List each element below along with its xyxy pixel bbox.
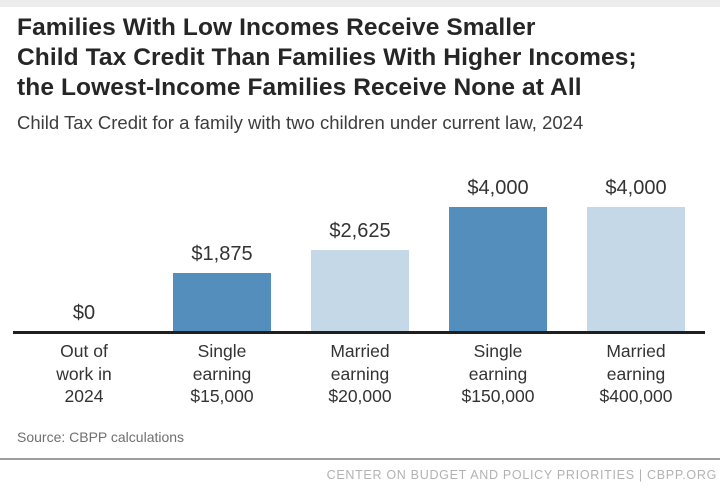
category-label-single-15000: Single earning $15,000	[190, 341, 254, 406]
x-axis-category-labels: Out of work in 2024 Single earning $15,0…	[15, 340, 705, 408]
bar-column-out-of-work: $0	[15, 160, 153, 332]
footer-divider	[0, 458, 720, 460]
top-strip	[0, 0, 720, 7]
bar-single-earning-150000	[449, 207, 547, 332]
x-axis-line	[13, 331, 705, 334]
category-label-married-400000: Married earning $400,000	[599, 341, 673, 406]
bar-married-earning-400000	[587, 207, 685, 332]
chart-subtitle: Child Tax Credit for a family with two c…	[17, 112, 584, 133]
bar-single-earning-15000	[173, 273, 271, 332]
bar-chart-plot-area: $0 $1,875 $2,625 $4,000 $4,000	[15, 160, 705, 332]
category-label-out-of-work: Out of work in 2024	[56, 341, 112, 406]
footer-attribution: CENTER ON BUDGET AND POLICY PRIORITIES |…	[326, 468, 717, 482]
source-note: Source: CBPP calculations	[17, 429, 185, 445]
bar-married-earning-20000	[311, 250, 409, 332]
bar-column-married-400000: $4,000	[567, 160, 705, 332]
value-label: $4,000	[605, 177, 667, 199]
value-label: $0	[72, 302, 96, 324]
chart-title: Families With Low Incomes Receive Smalle…	[17, 14, 637, 101]
bar-column-single-150000: $4,000	[429, 160, 567, 332]
bar-column-married-20000: $2,625	[291, 160, 429, 332]
value-label: $1,875	[191, 243, 253, 265]
value-label: $4,000	[467, 177, 529, 199]
category-label-married-20000: Married earning $20,000	[328, 341, 392, 406]
bar-column-single-15000: $1,875	[153, 160, 291, 332]
category-label-single-150000: Single earning $150,000	[461, 341, 535, 406]
value-label: $2,625	[329, 220, 391, 242]
